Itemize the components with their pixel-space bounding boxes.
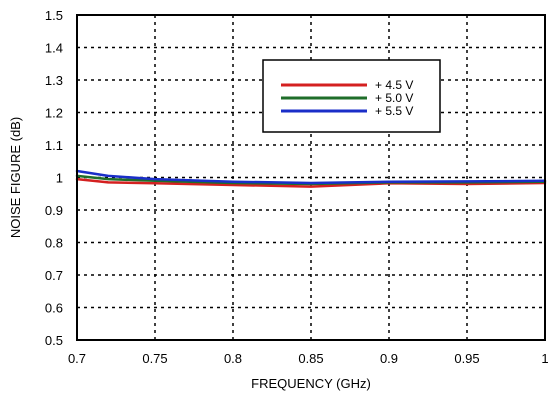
tick-labels: 0.7 0.75 0.8 0.85 0.9 0.95 1 0.5 0.6 0.7 0.8 0.9 1 1.… [45, 8, 549, 366]
x-axis-label: FREQUENCY (GHz) [251, 376, 371, 391]
legend-label: + 5.0 V [375, 91, 413, 105]
series-line-1 [75, 177, 547, 188]
series-line-3 [75, 169, 547, 185]
plot-frame [76, 14, 546, 341]
y-tick-label: 1.1 [45, 138, 63, 153]
x-tick-label: 0.9 [380, 351, 398, 366]
x-tick-label: 0.85 [298, 351, 323, 366]
y-tick-label: 1.2 [45, 106, 63, 121]
y-tick-label: 0.8 [45, 236, 63, 251]
y-tick-label: 0.9 [45, 203, 63, 218]
y-axis-label: NOISE FIGURE (dB) [8, 117, 23, 238]
y-tick-label: 1 [56, 171, 63, 186]
series-lines [75, 169, 547, 188]
legend-label: + 5.5 V [375, 104, 413, 118]
x-tick-label: 1 [541, 351, 548, 366]
legend-box [262, 59, 441, 133]
y-tick-label: 1.5 [45, 8, 63, 23]
x-tick-label: 0.95 [454, 351, 479, 366]
y-tick-label: 0.5 [45, 333, 63, 348]
x-tick-label: 0.8 [224, 351, 242, 366]
x-tick-label: 0.7 [68, 351, 86, 366]
y-tick-label: 1.4 [45, 41, 63, 56]
y-tick-label: 0.7 [45, 268, 63, 283]
y-tick-label: 0.6 [45, 301, 63, 316]
x-tick-label: 0.75 [142, 351, 167, 366]
y-tick-label: 1.3 [45, 73, 63, 88]
legend: + 4.5 V+ 5.0 V+ 5.5 V [262, 59, 441, 133]
legend-label: + 4.5 V [375, 78, 413, 92]
